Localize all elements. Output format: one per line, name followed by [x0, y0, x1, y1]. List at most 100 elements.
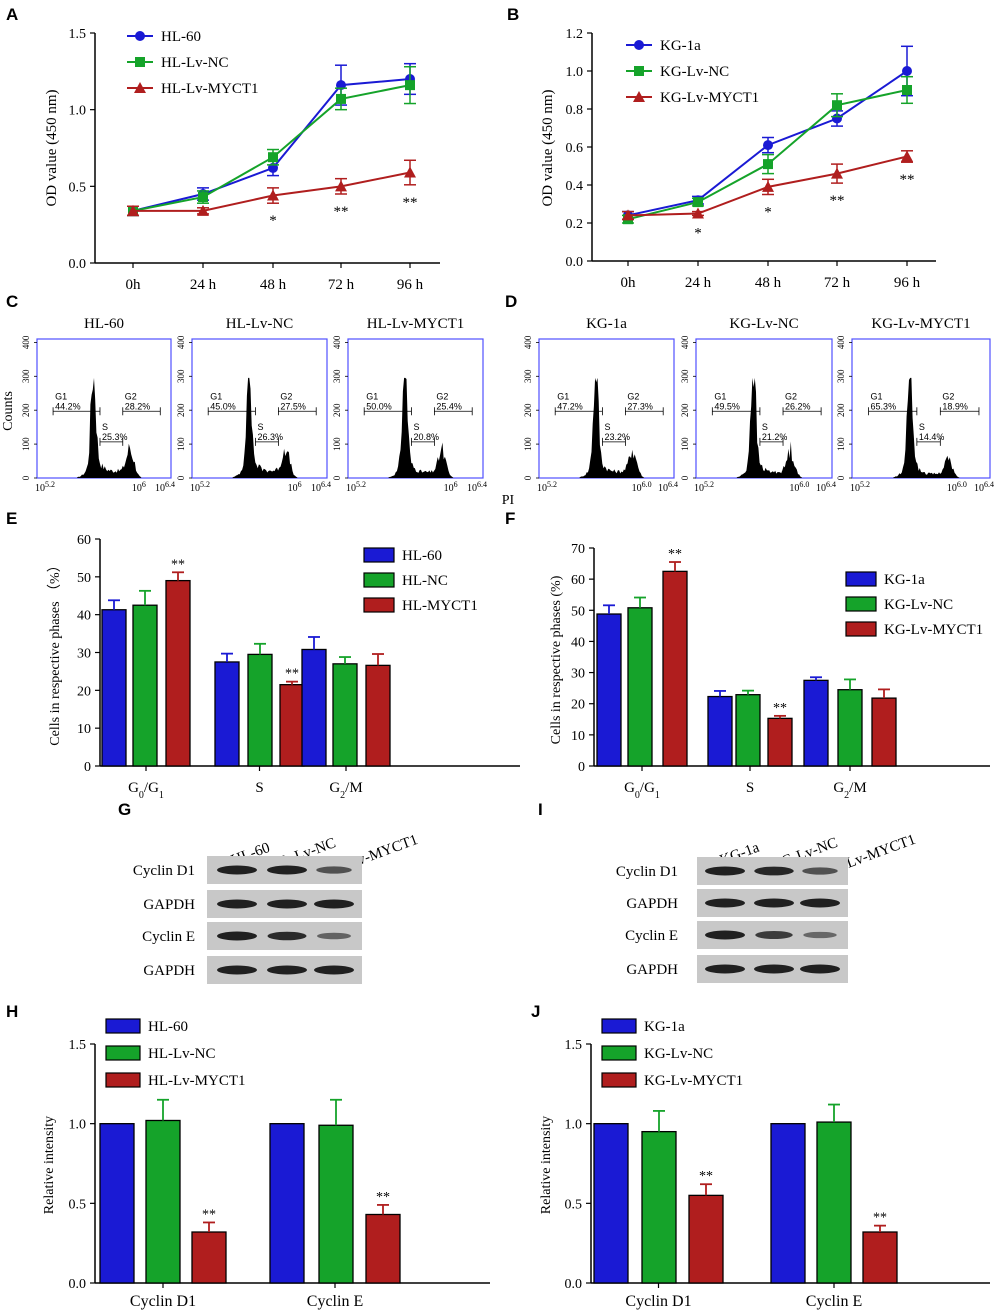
- y-tick-label: 60: [571, 573, 585, 588]
- x-tick-label: G2/M: [833, 780, 866, 801]
- data-point-triangle: [335, 180, 347, 192]
- data-point-triangle: [267, 189, 279, 201]
- legend-label: KG-Lv-MYCT1: [884, 622, 983, 638]
- blot-band: [803, 931, 837, 939]
- bar-KG-Lv-NC: [627, 607, 653, 767]
- data-point-square: [198, 192, 208, 203]
- x-tick-label: 0h: [126, 277, 142, 293]
- line-chart-B: B 0.0 0.2 0.4 0.6 0.8 1.0 1.2 0h 24 h 48 h 72 h 96 h…: [507, 5, 936, 291]
- gate-percent: 14.4%: [919, 432, 945, 442]
- bar-HL-60: [101, 609, 127, 767]
- y-tick-label: 300: [836, 369, 846, 383]
- gate-percent: 49.5%: [714, 401, 740, 411]
- legend-label: HL-NC: [402, 573, 448, 589]
- data-point-square: [405, 80, 415, 91]
- panel-letter: J: [531, 1002, 540, 1021]
- x-tick-label: 106: [132, 480, 146, 495]
- gate-percent: 25.3%: [102, 432, 128, 442]
- data-point-square: [268, 152, 278, 163]
- blot-band: [217, 865, 257, 875]
- x-tick-label: 105.2: [346, 480, 366, 495]
- legend-label: HL-60: [148, 1019, 188, 1035]
- x-tick-label: 105.2: [537, 480, 557, 495]
- gate-label: G2: [942, 391, 954, 401]
- legend-label: HL-Lv-NC: [161, 55, 229, 71]
- x-tick-label: 72 h: [328, 277, 355, 293]
- blot-band: [705, 866, 745, 876]
- y-axis-label: Cells in respective phases (%): [549, 575, 564, 744]
- x-tick-label: 24 h: [190, 277, 217, 293]
- blot-band: [314, 965, 354, 975]
- y-tick-label: 100: [523, 437, 533, 451]
- data-point-triangle: [134, 82, 146, 93]
- y-tick-label: 0: [332, 475, 342, 480]
- x-tick-label: 0h: [621, 275, 637, 291]
- legend-label: HL-Lv-MYCT1: [161, 81, 259, 97]
- blot-band: [217, 965, 257, 975]
- blot-band: [705, 964, 745, 974]
- gate-label: S: [604, 422, 610, 432]
- data-point-circle: [763, 140, 773, 151]
- y-tick-label: 400: [523, 335, 533, 349]
- y-axis-label: OD value (450 nm): [44, 89, 60, 206]
- bar-chart-F: F 0 10 20 30 40 50 60 70 Cells in respective phas…: [505, 509, 990, 801]
- gate-label: G1: [871, 391, 883, 401]
- blot-band: [800, 898, 840, 908]
- legend-swatch: [845, 596, 877, 612]
- blot-band: [755, 931, 793, 939]
- legend-label: KG-Lv-NC: [644, 1046, 713, 1062]
- y-tick-label: 200: [523, 403, 533, 417]
- y-tick-label: 10: [571, 729, 585, 744]
- y-tick-label: 100: [332, 437, 342, 451]
- gate-percent: 27.5%: [280, 401, 306, 411]
- bar-HL-MYCT1: [365, 664, 391, 767]
- gate-label: G2: [785, 391, 797, 401]
- series-line-HL-60: [132, 78, 411, 212]
- x-tick-label: 106.4: [155, 480, 175, 495]
- y-tick-label: 40: [571, 635, 585, 650]
- bar-KG-Lv-NC: [641, 1130, 677, 1284]
- data-point-square: [135, 57, 145, 67]
- blot-band: [267, 865, 307, 875]
- flow-panel-C: CHL-600100200300400G144.2%G228.2%S25.3%1…: [6, 292, 487, 494]
- data-point-triangle: [197, 204, 209, 216]
- bar-KG-Lv-MYCT1: [862, 1231, 898, 1284]
- bar-chart-E: E 0 10 20 30 40 50 60 Cells in respective phases…: [6, 509, 520, 801]
- gate-label: S: [257, 422, 263, 432]
- legend-swatch: [363, 597, 395, 613]
- y-tick-label: 400: [332, 335, 342, 349]
- y-tick-label: 30: [571, 667, 585, 682]
- x-tick-label: 24 h: [685, 275, 712, 291]
- y-tick-label: 0: [21, 475, 31, 480]
- gate-label: S: [102, 422, 108, 432]
- data-point-square: [763, 159, 773, 170]
- x-tick-label: Cyclin E: [806, 1293, 862, 1310]
- x-tick-label: 72 h: [824, 275, 851, 291]
- flow-plot-title: HL-Lv-NC: [226, 316, 294, 332]
- blot-band: [267, 899, 307, 909]
- panel-letter: G: [118, 800, 131, 819]
- legend-label: HL-60: [402, 548, 442, 564]
- data-point-square: [832, 100, 842, 111]
- gate-label: G2: [280, 391, 292, 401]
- data-point-triangle: [633, 91, 645, 102]
- y-tick-label: 200: [680, 403, 690, 417]
- x-tick-label: Cyclin E: [307, 1293, 363, 1310]
- bar-KG-Lv-NC: [735, 694, 761, 767]
- gate-label: G2: [125, 391, 137, 401]
- gate-label: G2: [436, 391, 448, 401]
- y-axis-label: Cells in respective phases （%）: [47, 558, 63, 745]
- legend-label: HL-60: [161, 29, 201, 45]
- x-tick-label: 105.2: [694, 480, 714, 495]
- bar-KG-Lv-MYCT1: [767, 717, 793, 767]
- legend-swatch: [601, 1072, 637, 1088]
- gate-percent: 26.2%: [785, 401, 811, 411]
- gate-label: G1: [714, 391, 726, 401]
- legend-swatch: [601, 1045, 637, 1061]
- gate-percent: 44.2%: [55, 401, 81, 411]
- legend-label: HL-Lv-NC: [148, 1046, 216, 1062]
- gate-label: S: [762, 422, 768, 432]
